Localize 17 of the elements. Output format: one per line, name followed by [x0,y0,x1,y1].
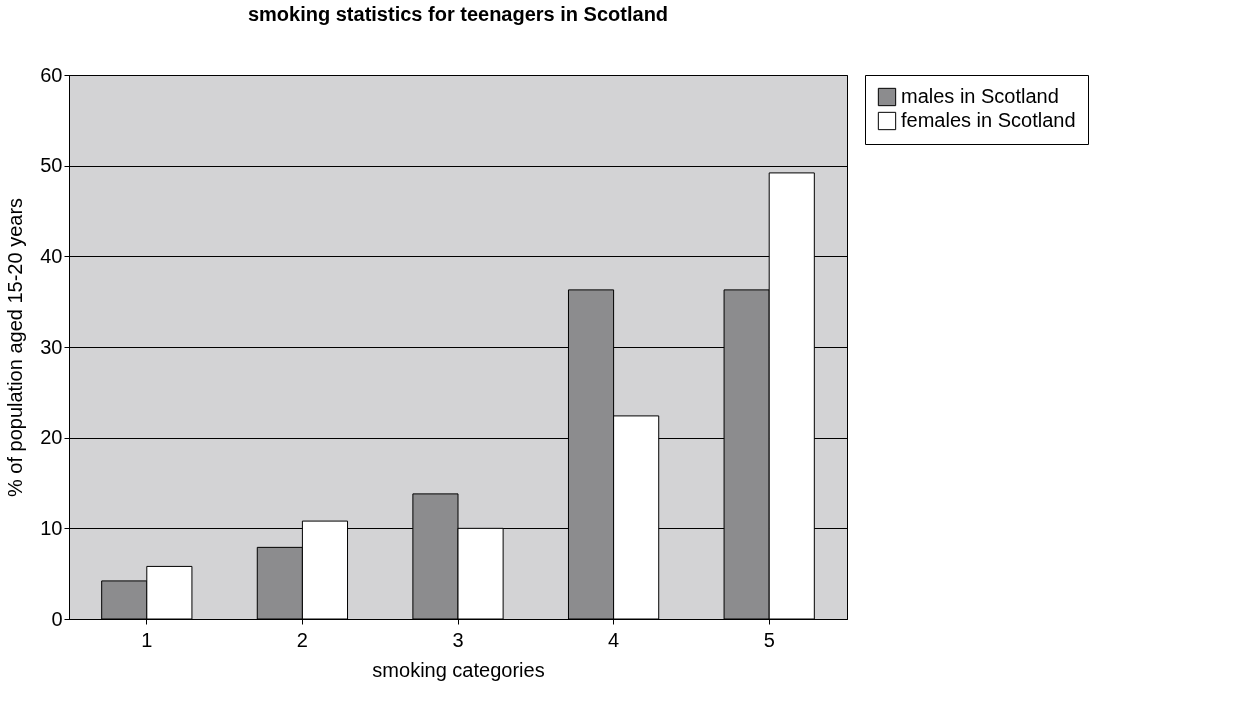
x-tick-label: 3 [452,628,464,651]
y-tick-label: 20 [40,426,63,449]
legend-label: females in Scotland [901,109,1076,131]
x-tick-label: 5 [763,628,775,651]
chart-title: smoking statistics for teenagers in Scotland [247,3,669,25]
y-tick-label: 30 [40,335,63,358]
y-tick-label: 60 [40,63,63,86]
y-tick-label: 10 [40,516,63,539]
x-tick-label: 1 [141,628,153,651]
legend-label: males in Scotland [901,85,1059,107]
x-tick-label: 2 [296,628,308,651]
y-tick-label: 0 [51,607,63,630]
y-axis-title: % of population aged 15-20 years [4,197,27,498]
x-tick-label: 4 [608,628,620,651]
y-tick-label: 50 [40,154,63,177]
x-axis-title: smoking categories [372,658,545,681]
y-tick-label: 40 [40,244,63,267]
